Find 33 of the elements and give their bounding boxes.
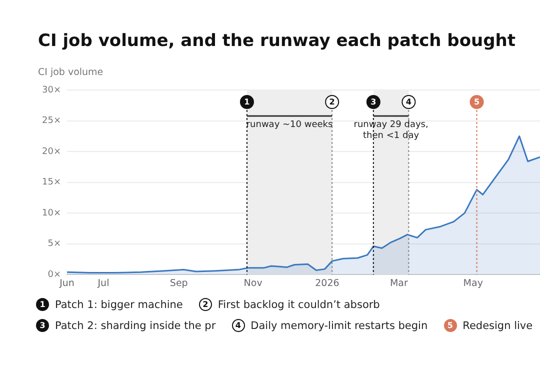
y-tick-label: 30×	[42, 85, 61, 96]
text: 2	[202, 300, 208, 309]
ref-line-label: 4	[406, 98, 412, 107]
x-tick-label: Jul	[96, 278, 110, 289]
x-tick-label: May	[463, 278, 484, 289]
y-axis-title: CI job volume	[38, 67, 104, 78]
y-tick-label: 25×	[42, 116, 61, 126]
chart-title: CI job volume, and the runway each patch bought	[38, 31, 516, 51]
ref-line-label: 3	[370, 98, 376, 107]
x-tick-label: 2026	[315, 278, 340, 289]
y-tick-label: 15×	[42, 178, 61, 188]
y-tick-label: 20×	[42, 146, 61, 157]
text: 3	[40, 321, 46, 330]
text: First backlog it couldn’t absorb	[218, 298, 380, 310]
text: Patch 2: sharding inside the pr	[55, 320, 216, 332]
ref-line-label: 2	[329, 98, 335, 107]
x-tick-label: Nov	[244, 278, 263, 289]
text: 4	[235, 321, 241, 330]
text: Daily memory-limit restarts begin	[250, 320, 428, 332]
text: 5	[447, 321, 453, 330]
y-tick-label: 0×	[48, 270, 61, 280]
ref-line-label: 1	[244, 98, 250, 107]
x-tick-label: Mar	[390, 278, 408, 289]
text: Redesign live	[462, 320, 533, 332]
y-tick-label: 10×	[42, 208, 61, 218]
ref-line-label: 5	[474, 98, 480, 107]
text: 1	[40, 300, 46, 309]
band-label: runway 29 days, then <1 day	[354, 120, 428, 141]
y-tick-label: 5×	[48, 239, 61, 250]
band-label: runway ~10 weeks	[246, 120, 333, 130]
text: Patch 1: bigger machine	[55, 298, 183, 310]
x-tick-label: Sep	[170, 278, 188, 289]
x-tick-label: Jun	[58, 278, 74, 289]
